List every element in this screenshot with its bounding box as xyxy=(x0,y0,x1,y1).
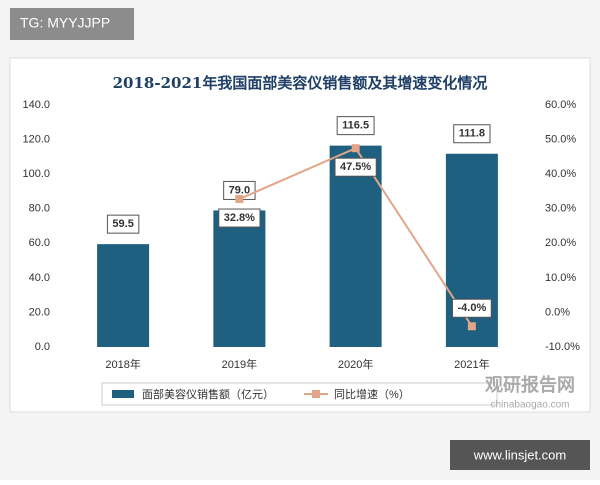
x-tick-label: 2018年 xyxy=(105,357,140,371)
x-tick-label: 2019年 xyxy=(222,357,257,371)
value-label-box xyxy=(453,124,491,144)
legend-swatch xyxy=(312,390,320,398)
bar xyxy=(213,210,266,347)
x-tick-label: 2020年 xyxy=(338,357,373,371)
value-label: 47.5% xyxy=(340,161,371,173)
value-label: 79.0 xyxy=(229,184,250,196)
tag: TG: MYYJJPP xyxy=(20,15,110,31)
value-label-box xyxy=(336,116,375,136)
chart-title: 2018-2021年我国面部美容仪销售额及其增速变化情况 xyxy=(113,74,488,92)
y2-tick-label: 10.0% xyxy=(545,272,576,284)
x-tick-label: 2021年 xyxy=(454,357,489,371)
value-label: 111.8 xyxy=(459,128,485,140)
bar xyxy=(97,244,150,347)
y-tick-label: 100.0 xyxy=(22,168,50,180)
y-tick-label: 120.0 xyxy=(22,133,50,145)
y-tick-label: 20.0 xyxy=(29,306,50,318)
logo: 观研报告网 xyxy=(485,374,575,395)
y2-tick-label: 20.0% xyxy=(545,237,576,249)
value-label: 59.5 xyxy=(112,218,133,230)
y-tick-label: 80.0 xyxy=(29,203,50,215)
value-label: 32.8% xyxy=(224,212,255,224)
line-marker xyxy=(235,195,244,204)
y2-tick-label: 40.0% xyxy=(545,168,576,180)
tag-box xyxy=(10,8,134,40)
bar xyxy=(445,153,498,347)
site-box xyxy=(450,440,590,470)
value-label: 116.5 xyxy=(342,120,369,132)
legend-label: 面部美容仪销售额（亿元） xyxy=(142,387,274,401)
value-label-box xyxy=(452,298,492,318)
legend-label: 同比增速（%） xyxy=(334,387,410,401)
logo-url: chinabaogao.com xyxy=(491,400,570,411)
line-marker xyxy=(351,144,360,153)
legend-swatch xyxy=(112,390,134,398)
y-tick-label: 40.0 xyxy=(29,272,50,284)
bar xyxy=(329,145,382,347)
chart-panel xyxy=(9,57,591,413)
site: www.linsjet.com xyxy=(473,447,566,462)
y2-tick-label: 0.0% xyxy=(545,306,570,318)
line-marker xyxy=(467,322,476,331)
value-label-box xyxy=(334,157,377,177)
y2-tick-label: -10.0% xyxy=(545,341,580,353)
y-tick-label: 140.0 xyxy=(22,99,50,111)
value-label-box xyxy=(218,208,261,228)
value-label-box xyxy=(106,214,140,234)
y-tick-label: 60.0 xyxy=(29,237,50,249)
y2-tick-label: 60.0% xyxy=(545,99,576,111)
y2-tick-label: 30.0% xyxy=(545,203,576,215)
legend-box xyxy=(101,382,498,406)
value-label: -4.0% xyxy=(458,302,487,314)
y-tick-label: 0.0 xyxy=(35,341,50,353)
y2-tick-label: 50.0% xyxy=(545,133,576,145)
